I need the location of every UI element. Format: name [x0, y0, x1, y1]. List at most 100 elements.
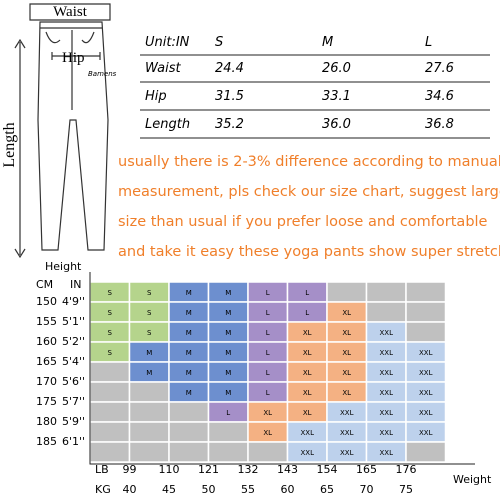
in-tick: 5'2'': [62, 335, 85, 348]
cm-tick: 170: [36, 375, 57, 388]
size-cell-label: XL: [303, 409, 312, 417]
size-cell-label: L: [266, 289, 270, 297]
size-cell-label: S: [147, 289, 152, 297]
size-cell: [405, 301, 447, 323]
size-cell: [89, 361, 131, 383]
table-value: 36.0: [322, 117, 351, 132]
size-cell-label: M: [186, 349, 192, 357]
size-cell-label: S: [108, 309, 113, 317]
size-cell-label: XXL: [380, 449, 394, 457]
size-cell-label: L: [266, 309, 270, 317]
size-cell: [365, 301, 407, 323]
in-label: IN: [70, 278, 81, 291]
size-cell-label: XL: [342, 309, 351, 317]
size-cell-label: M: [225, 389, 231, 397]
size-cell-label: M: [146, 369, 152, 377]
size-header: L: [425, 35, 432, 50]
size-cell-label: XXL: [419, 389, 433, 397]
height-label: Height: [45, 260, 82, 273]
size-cell-label: S: [147, 329, 152, 337]
size-cell: [405, 441, 447, 463]
table-value: 24.4: [215, 61, 244, 76]
height-weight-chart: S S M M L L S S M M L L XL S S M M L XL XL XXL S M M M L XL XL XXL XX…: [36, 260, 492, 496]
size-cell-label: XXL: [301, 449, 315, 457]
size-cell-label: XXL: [380, 429, 394, 437]
note-line: measurement, pls check our size chart, s…: [118, 184, 500, 200]
row-label: Length: [145, 117, 190, 132]
size-cell-label: L: [305, 289, 309, 297]
size-cell-label: XXL: [340, 409, 354, 417]
table-value: 31.5: [215, 89, 244, 104]
length-label: Length: [1, 122, 18, 167]
size-cell-label: XXL: [419, 409, 433, 417]
size-cell-label: XL: [342, 369, 351, 377]
size-cell-label: S: [147, 309, 152, 317]
size-cell: [89, 401, 131, 423]
size-cell: [326, 281, 368, 303]
note: usually there is 2-3% difference accordi…: [118, 154, 500, 260]
size-cell-label: XXL: [380, 389, 394, 397]
cm-label: CM: [36, 278, 53, 291]
row-label: Waist: [145, 61, 181, 76]
in-tick: 4'9'': [62, 295, 85, 308]
hip-label: Hip: [62, 50, 85, 66]
size-cell-label: XXL: [419, 349, 433, 357]
size-cell-label: XXL: [380, 329, 394, 337]
size-cell-label: XL: [303, 369, 312, 377]
size-cell-label: S: [108, 349, 113, 357]
kg-tick: 60: [281, 483, 295, 496]
size-cell-label: M: [225, 349, 231, 357]
in-tick: 5'4'': [62, 355, 85, 368]
size-cell-label: XXL: [340, 449, 354, 457]
size-cell: [247, 441, 289, 463]
size-cell-label: M: [186, 289, 192, 297]
table-value: 33.1: [322, 89, 351, 104]
size-cell-label: L: [305, 309, 309, 317]
size-cell: [128, 401, 170, 423]
size-cell: [168, 421, 210, 443]
table-value: 26.0: [322, 61, 351, 76]
size-cell: [89, 441, 131, 463]
size-cell-label: M: [225, 309, 231, 317]
size-cell-label: XL: [342, 329, 351, 337]
size-cell: [128, 381, 170, 403]
kg-tick: 75: [399, 483, 413, 496]
kg-tick: 65: [320, 483, 334, 496]
size-cell-label: L: [266, 349, 270, 357]
size-cell: [168, 401, 210, 423]
kg-tick: 45: [162, 483, 176, 496]
size-cell: [405, 321, 447, 343]
lb-tick: 132: [238, 463, 259, 476]
cm-tick: 180: [36, 415, 57, 428]
size-cell-label: XL: [263, 409, 272, 417]
lb-tick: 165: [356, 463, 377, 476]
lb-tick: 110: [159, 463, 180, 476]
size-cell-label: XXL: [301, 429, 315, 437]
size-cell-label: XL: [303, 349, 312, 357]
cm-tick: 160: [36, 335, 57, 348]
pants-drawing: [14, 3, 111, 259]
size-cell-label: XL: [303, 389, 312, 397]
size-cell: [207, 421, 249, 443]
lb-tick: 176: [396, 463, 417, 476]
size-cell: [365, 281, 407, 303]
kg-tick: 70: [360, 483, 374, 496]
size-cell-label: S: [108, 289, 113, 297]
table-value: 34.6: [425, 89, 454, 104]
size-cell-label: XXL: [380, 369, 394, 377]
size-cell-label: XXL: [419, 369, 433, 377]
note-line: size than usual if you prefer loose and …: [118, 214, 488, 230]
size-cell-label: L: [266, 369, 270, 377]
lb-tick: 121: [198, 463, 219, 476]
table-value: 27.6: [425, 61, 454, 76]
size-header: S: [215, 35, 223, 50]
size-cell-label: S: [108, 329, 113, 337]
size-cell-label: XL: [342, 349, 351, 357]
lb-label: LB: [95, 463, 109, 476]
kg-tick: 50: [202, 483, 216, 496]
size-cell-label: M: [186, 389, 192, 397]
size-cell-label: XXL: [380, 409, 394, 417]
size-cell-label: M: [146, 349, 152, 357]
size-cell-label: XL: [303, 329, 312, 337]
